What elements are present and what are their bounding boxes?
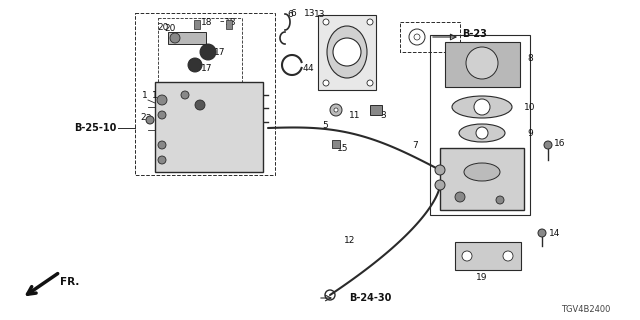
Circle shape: [435, 180, 445, 190]
Text: 17: 17: [214, 47, 226, 57]
Text: 15: 15: [337, 143, 349, 153]
Circle shape: [367, 19, 373, 25]
Text: 6: 6: [287, 10, 293, 19]
Circle shape: [158, 156, 166, 164]
Ellipse shape: [464, 163, 500, 181]
Text: 2: 2: [140, 113, 146, 122]
Bar: [226, 20, 232, 29]
Bar: [400, 22, 460, 52]
Circle shape: [474, 99, 490, 115]
Circle shape: [334, 108, 338, 112]
Circle shape: [333, 38, 361, 66]
Bar: [430, 35, 530, 215]
Text: FR.: FR.: [60, 277, 79, 287]
Text: 18: 18: [225, 18, 237, 27]
Circle shape: [466, 47, 498, 79]
Circle shape: [544, 141, 552, 149]
Circle shape: [435, 165, 445, 175]
Bar: [155, 82, 263, 172]
Text: 14: 14: [549, 228, 561, 237]
Circle shape: [146, 116, 154, 124]
Circle shape: [157, 95, 167, 105]
Ellipse shape: [452, 96, 512, 118]
Circle shape: [330, 104, 342, 116]
Ellipse shape: [459, 124, 505, 142]
Text: 12: 12: [344, 236, 356, 244]
Bar: [318, 15, 376, 90]
Text: 10: 10: [524, 102, 536, 111]
Text: 4: 4: [302, 63, 308, 73]
Circle shape: [538, 229, 546, 237]
Text: 6: 6: [290, 9, 296, 18]
Text: 20: 20: [164, 23, 176, 33]
Text: 9: 9: [527, 129, 533, 138]
Text: 16: 16: [554, 139, 566, 148]
Ellipse shape: [327, 26, 367, 78]
Text: B-24-30: B-24-30: [349, 293, 391, 303]
Bar: [194, 20, 200, 29]
Text: 1: 1: [142, 91, 148, 100]
Circle shape: [195, 100, 205, 110]
Circle shape: [323, 19, 329, 25]
Text: 13: 13: [304, 9, 316, 18]
Bar: [440, 148, 524, 210]
Text: 13: 13: [314, 10, 326, 19]
Text: 17: 17: [201, 63, 212, 73]
Text: B-25-10: B-25-10: [74, 123, 116, 133]
Text: 18: 18: [201, 18, 212, 27]
Text: –: –: [220, 18, 224, 27]
Circle shape: [200, 44, 216, 60]
Text: B-23: B-23: [463, 29, 488, 39]
Bar: [158, 18, 242, 83]
Text: 19: 19: [476, 274, 488, 283]
Circle shape: [181, 91, 189, 99]
Bar: [168, 32, 206, 44]
Circle shape: [367, 80, 373, 86]
Circle shape: [158, 111, 166, 119]
Circle shape: [476, 127, 488, 139]
Text: 2: 2: [145, 114, 151, 123]
Circle shape: [188, 58, 202, 72]
Bar: [455, 242, 521, 270]
Text: TGV4B2400: TGV4B2400: [561, 306, 610, 315]
Circle shape: [503, 251, 513, 261]
Circle shape: [455, 192, 465, 202]
Text: 11: 11: [349, 110, 361, 119]
Bar: [445, 42, 520, 87]
Circle shape: [170, 33, 180, 43]
Text: 20: 20: [157, 22, 169, 31]
Bar: [135, 13, 275, 175]
Text: 1: 1: [152, 91, 158, 100]
Bar: [332, 140, 340, 148]
Text: 4: 4: [307, 63, 313, 73]
Text: 7: 7: [412, 140, 418, 149]
Circle shape: [462, 251, 472, 261]
Text: 3: 3: [380, 110, 386, 119]
Bar: [370, 105, 382, 115]
Circle shape: [323, 80, 329, 86]
Text: 8: 8: [527, 53, 533, 62]
Circle shape: [158, 141, 166, 149]
Circle shape: [496, 196, 504, 204]
Text: 5: 5: [322, 121, 328, 130]
